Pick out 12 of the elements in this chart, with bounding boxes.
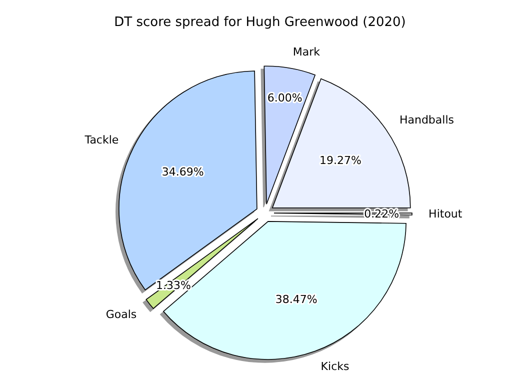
slice-label: Tackle bbox=[84, 133, 119, 146]
chart-title: DT score spread for Hugh Greenwood (2020) bbox=[114, 15, 406, 30]
slice-label: Mark bbox=[292, 45, 321, 58]
data-label: 6.00% bbox=[267, 92, 302, 105]
data-label: 38.47% bbox=[275, 292, 318, 306]
slice-label: Handballs bbox=[399, 113, 454, 126]
data-label: 19.27% bbox=[320, 154, 362, 168]
data-label: 34.69% bbox=[162, 165, 204, 178]
data-label: 0.22% bbox=[364, 207, 400, 220]
slice-label: Kicks bbox=[320, 360, 350, 374]
slice-label: Hitout bbox=[428, 208, 463, 221]
slice-label: Goals bbox=[106, 308, 137, 321]
